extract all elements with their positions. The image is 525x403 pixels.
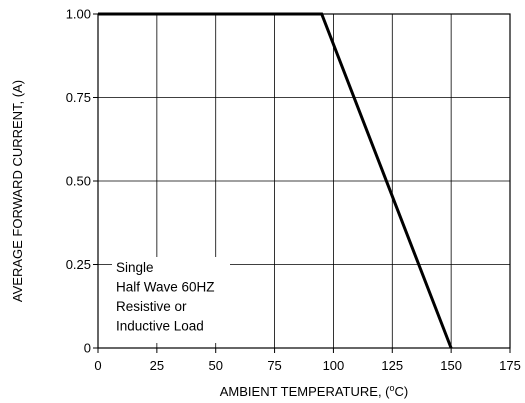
y-tick-label: 0 <box>84 341 91 356</box>
x-tick-label: 50 <box>208 358 222 373</box>
y-axis-title: AVERAGE FORWARD CURRENT, (A) <box>10 80 25 302</box>
annotation-background <box>112 257 230 343</box>
x-tick-label: 100 <box>323 358 345 373</box>
derating-curve <box>98 12 453 349</box>
annotation: Single Half Wave 60HZ Resistive or Inductiv… <box>116 260 215 334</box>
annotation-line: Single <box>116 260 154 275</box>
y-tick-labels: 0 0.25 0.50 0.75 1.00 <box>66 7 98 356</box>
x-axis-title: AMBIENT TEMPERATURE, (oC) <box>220 383 408 399</box>
annotation-line: Resistive or <box>116 299 187 314</box>
annotation-line: Half Wave 60HZ <box>116 280 215 295</box>
y-tick-label: 1.00 <box>66 7 91 22</box>
x-tick-label: 150 <box>440 358 462 373</box>
x-tick-label: 75 <box>267 358 281 373</box>
annotation-line: Inductive Load <box>116 319 204 334</box>
y-tick-label: 0.25 <box>66 257 91 272</box>
y-tick-label: 0.75 <box>66 90 91 105</box>
x-tick-label: 175 <box>499 358 521 373</box>
y-tick-label: 0.50 <box>66 174 91 189</box>
x-tick-label: 0 <box>94 358 101 373</box>
x-tick-labels: 0 25 50 75 100 125 150 175 <box>94 348 521 373</box>
x-tick-label: 125 <box>381 358 403 373</box>
x-tick-label: 25 <box>150 358 164 373</box>
